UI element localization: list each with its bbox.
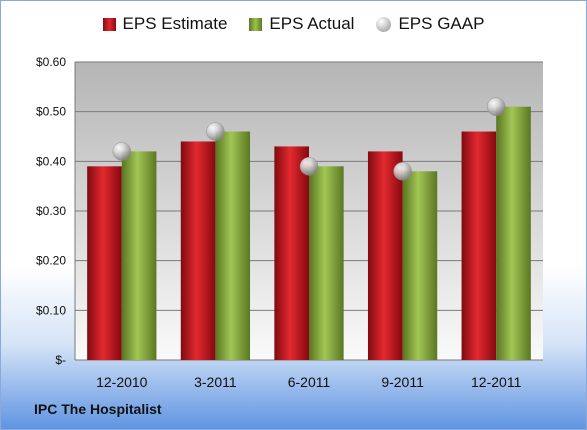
legend-item-eps-gaap: EPS GAAP [376, 14, 484, 34]
y-tick-label: $0.20 [36, 254, 66, 268]
legend-swatch-eps-gaap [376, 16, 392, 32]
bar-eps-actual [121, 151, 157, 360]
bar-eps-estimate [461, 131, 497, 360]
legend-swatch-eps-actual [249, 17, 263, 31]
bar-eps-actual [496, 106, 531, 360]
bar-eps-actual [309, 166, 344, 360]
x-tick-label: 3-2011 [194, 374, 237, 390]
legend-label-eps-estimate: EPS Estimate [122, 14, 228, 33]
marker-eps-gaap [393, 162, 412, 181]
y-tick-label: $0.10 [36, 303, 66, 317]
legend-label-eps-actual: EPS Actual [269, 14, 355, 33]
bar-eps-estimate [274, 146, 309, 360]
legend-label-eps-gaap: EPS GAAP [398, 14, 485, 33]
bar-eps-estimate [367, 151, 403, 360]
y-tick-label: $0.30 [36, 204, 66, 218]
marker-eps-gaap [299, 157, 319, 176]
marker-eps-gaap [206, 122, 225, 141]
bar-eps-estimate [180, 141, 216, 360]
legend-item-eps-estimate: EPS Estimate [102, 14, 228, 34]
y-tick-label: $0.60 [36, 55, 66, 69]
bar-eps-actual [215, 131, 251, 360]
x-tick-label: 12-2011 [471, 374, 522, 390]
company-name: IPC The Hospitalist [34, 401, 162, 417]
legend-swatch-eps-estimate [102, 17, 116, 31]
y-tick-label: $- [55, 353, 66, 367]
legend-item-eps-actual: EPS Actual [249, 14, 354, 34]
y-tick-label: $0.40 [36, 154, 66, 168]
x-tick-label: 12-2010 [96, 374, 148, 390]
y-tick-label: $0.50 [36, 105, 66, 119]
bar-eps-actual [402, 171, 438, 360]
marker-eps-gaap [486, 97, 506, 116]
chart-legend: EPS Estimate EPS Actual EPS GAAP [0, 14, 587, 34]
x-tick-label: 6-2011 [288, 374, 331, 390]
x-tick-label: 9-2011 [381, 374, 424, 390]
marker-eps-gaap [112, 142, 132, 161]
bar-eps-estimate [87, 166, 122, 360]
